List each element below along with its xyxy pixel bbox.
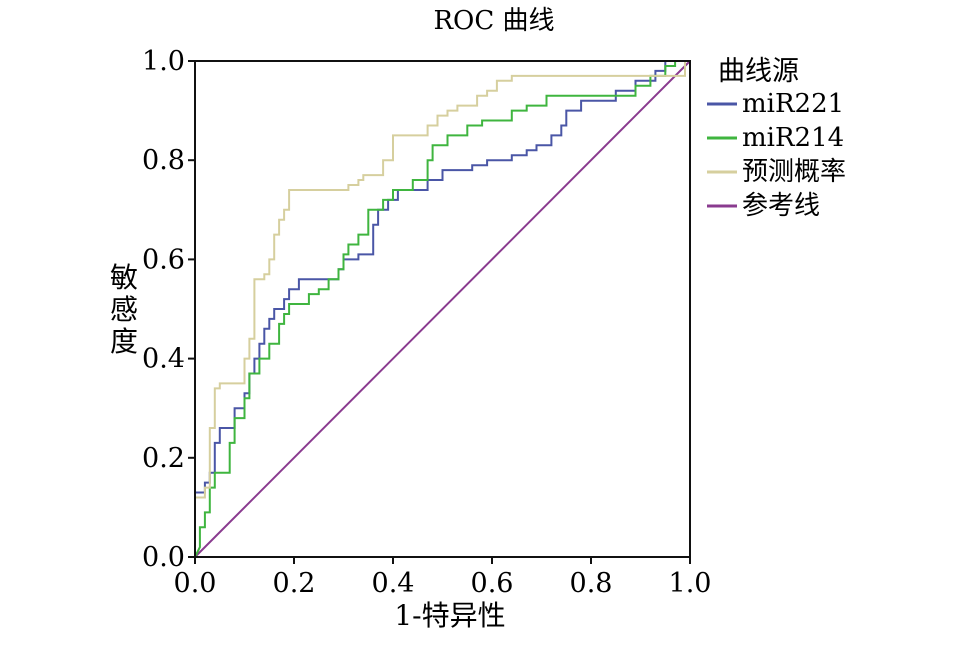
legend-label: miR221 — [742, 89, 844, 119]
y-axis-label-char: 敏 — [110, 261, 138, 294]
series-line-1 — [194, 60, 690, 558]
legend-label: 预测概率 — [742, 157, 846, 187]
x-tick-label: 1.0 — [669, 568, 712, 599]
series-layer — [194, 60, 691, 558]
plot-frame — [194, 60, 691, 558]
y-tick-label: 0.4 — [142, 344, 185, 375]
y-axis-label: 敏感度 — [110, 261, 138, 358]
y-axis-label-char: 度 — [110, 325, 138, 358]
y-tick-label: 0.6 — [142, 244, 185, 275]
legend-label: 参考线 — [742, 191, 820, 221]
ticks-layer: 0.0 0.2 0.4 0.6 0.8 1.0 0.0 0.2 0.4 0.6 0.8 1.0 — [142, 46, 711, 599]
y-axis-label-char: 感 — [110, 293, 138, 326]
legend-label: miR214 — [742, 123, 844, 153]
x-tick-label: 0.0 — [174, 568, 217, 599]
series-line-3 — [194, 60, 691, 558]
x-axis-label: 1-特异性 — [394, 599, 505, 632]
x-tick-label: 0.4 — [372, 568, 415, 599]
y-tick-label: 0.0 — [142, 542, 185, 573]
y-tick-label: 1.0 — [142, 46, 185, 77]
y-tick-label: 0.2 — [142, 443, 185, 474]
chart-title: ROC 曲线 — [433, 6, 554, 36]
series-line-2 — [194, 60, 690, 557]
y-tick-label: 0.8 — [142, 145, 185, 176]
x-tick-label: 0.8 — [570, 568, 613, 599]
legend-title: 曲线源 — [718, 56, 799, 87]
x-tick-label: 0.2 — [273, 568, 316, 599]
x-tick-label: 0.6 — [471, 568, 514, 599]
